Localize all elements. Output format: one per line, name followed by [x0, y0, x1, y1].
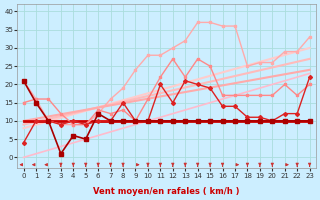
X-axis label: Vent moyen/en rafales ( km/h ): Vent moyen/en rafales ( km/h ) [93, 187, 240, 196]
